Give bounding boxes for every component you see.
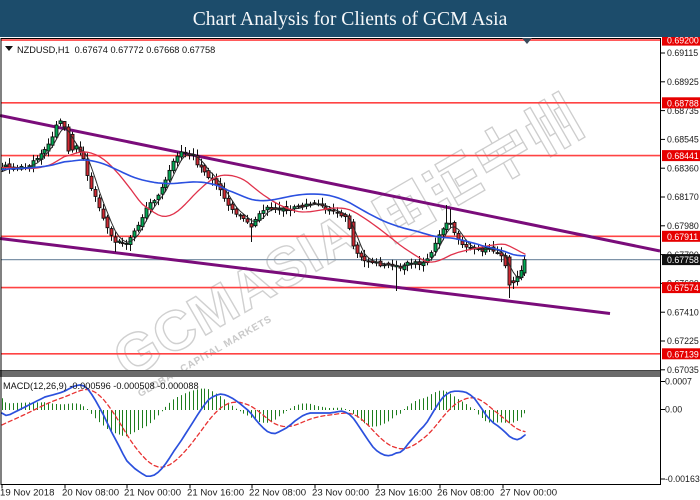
svg-text:NZDUSD,H1 0.67674 0.67772 0.6: NZDUSD,H1 0.67674 0.67772 0.67668 0.6775… xyxy=(17,45,215,55)
svg-text:21 Nov 16:00: 21 Nov 16:00 xyxy=(187,488,244,499)
svg-text:19 Nov 2018: 19 Nov 2018 xyxy=(0,488,54,499)
svg-text:0.67911: 0.67911 xyxy=(667,232,698,242)
svg-text:0.68788: 0.68788 xyxy=(667,98,699,108)
svg-text:20 Nov 08:00: 20 Nov 08:00 xyxy=(62,488,119,499)
svg-text:27 Nov 00:00: 27 Nov 00:00 xyxy=(500,488,557,499)
svg-text:0.68925: 0.68925 xyxy=(667,77,699,87)
svg-text:0.68735: 0.68735 xyxy=(667,106,699,116)
svg-text:0.68545: 0.68545 xyxy=(667,135,699,145)
svg-text:21 Nov 00:00: 21 Nov 00:00 xyxy=(124,488,181,499)
svg-text:23 Nov 16:00: 23 Nov 16:00 xyxy=(375,488,432,499)
svg-text:0.67980: 0.67980 xyxy=(667,221,699,231)
svg-text:MACD(12,26,9) -0.000596 -0.000: MACD(12,26,9) -0.000596 -0.000508 -0.000… xyxy=(3,381,199,391)
svg-text:Chart Analysis for Clients of: Chart Analysis for Clients of GCM Asia xyxy=(193,9,508,30)
svg-text:26 Nov 08:00: 26 Nov 08:00 xyxy=(437,488,494,499)
svg-text:-0.00163: -0.00163 xyxy=(665,474,700,484)
svg-text:0.67574: 0.67574 xyxy=(667,283,699,293)
svg-text:0.0007: 0.0007 xyxy=(665,377,692,387)
svg-text:0.67758: 0.67758 xyxy=(667,255,699,265)
svg-text:0.68360: 0.68360 xyxy=(667,163,699,173)
svg-text:0.68441: 0.68441 xyxy=(667,151,699,161)
svg-text:22 Nov 08:00: 22 Nov 08:00 xyxy=(249,488,306,499)
svg-text:0.68170: 0.68170 xyxy=(667,192,699,202)
svg-text:0.69200: 0.69200 xyxy=(667,36,699,46)
svg-text:0.67225: 0.67225 xyxy=(667,336,699,346)
svg-text:0.69115: 0.69115 xyxy=(667,48,698,58)
svg-text:0.67139: 0.67139 xyxy=(667,349,699,359)
svg-text:0.00: 0.00 xyxy=(665,405,682,415)
svg-text:0.67410: 0.67410 xyxy=(667,307,699,317)
svg-text:23 Nov 00:00: 23 Nov 00:00 xyxy=(312,488,369,499)
svg-text:0.67035: 0.67035 xyxy=(667,365,699,375)
